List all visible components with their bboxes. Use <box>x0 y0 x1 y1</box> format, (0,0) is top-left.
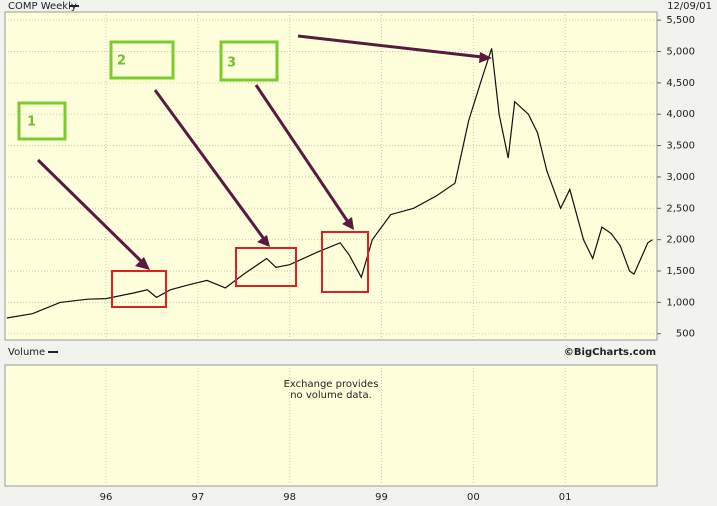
volume-title: Volume <box>8 347 45 358</box>
arrow <box>36 158 144 264</box>
y-tick-label: 5,500 <box>666 15 695 26</box>
x-tick-label: 00 <box>467 492 480 503</box>
highlight-box <box>235 247 297 287</box>
price-panel <box>4 11 658 341</box>
volume-message: Exchange provides <box>284 379 379 390</box>
x-tick-label: 01 <box>559 492 572 503</box>
y-tick-label: 2,500 <box>666 203 695 214</box>
credit: ©BigCharts.com <box>564 347 656 358</box>
y-tick-label: 4,000 <box>666 109 695 120</box>
annotation-label: 3 <box>227 56 236 71</box>
label-box <box>219 40 279 82</box>
arrow <box>297 34 483 59</box>
x-tick-label: 97 <box>191 492 204 503</box>
y-tick-label: 500 <box>676 329 695 340</box>
x-tick-label: 99 <box>375 492 388 503</box>
annotation-label: 1 <box>27 115 36 130</box>
y-tick-label: 3,000 <box>666 172 695 183</box>
arrow <box>254 84 350 223</box>
arrow <box>153 89 266 240</box>
annotation-label: 2 <box>117 54 126 69</box>
y-tick-label: 1,000 <box>666 297 695 308</box>
label-box <box>109 40 175 80</box>
arrowhead <box>257 235 270 247</box>
volume-icon <box>48 351 58 353</box>
title-icon <box>69 5 79 7</box>
label-box <box>17 101 67 141</box>
highlight-box <box>321 231 369 293</box>
x-tick-label: 98 <box>283 492 296 503</box>
y-tick-label: 3,500 <box>666 141 695 152</box>
volume-message: no volume data. <box>290 390 372 401</box>
y-tick-label: 2,000 <box>666 235 695 246</box>
y-tick-label: 4,500 <box>666 78 695 89</box>
date-label: 12/09/01 <box>667 1 712 12</box>
y-tick-label: 1,500 <box>666 266 695 277</box>
highlight-box <box>111 270 167 308</box>
price-line <box>6 48 653 319</box>
chart-title: COMP Weekly <box>8 1 77 12</box>
volume-panel <box>4 364 658 487</box>
arrowhead <box>479 52 492 63</box>
annotations <box>17 34 492 308</box>
arrowhead <box>342 217 354 230</box>
x-tick-label: 96 <box>100 492 113 503</box>
y-tick-label: 5,000 <box>666 47 695 58</box>
arrowhead <box>135 257 150 270</box>
